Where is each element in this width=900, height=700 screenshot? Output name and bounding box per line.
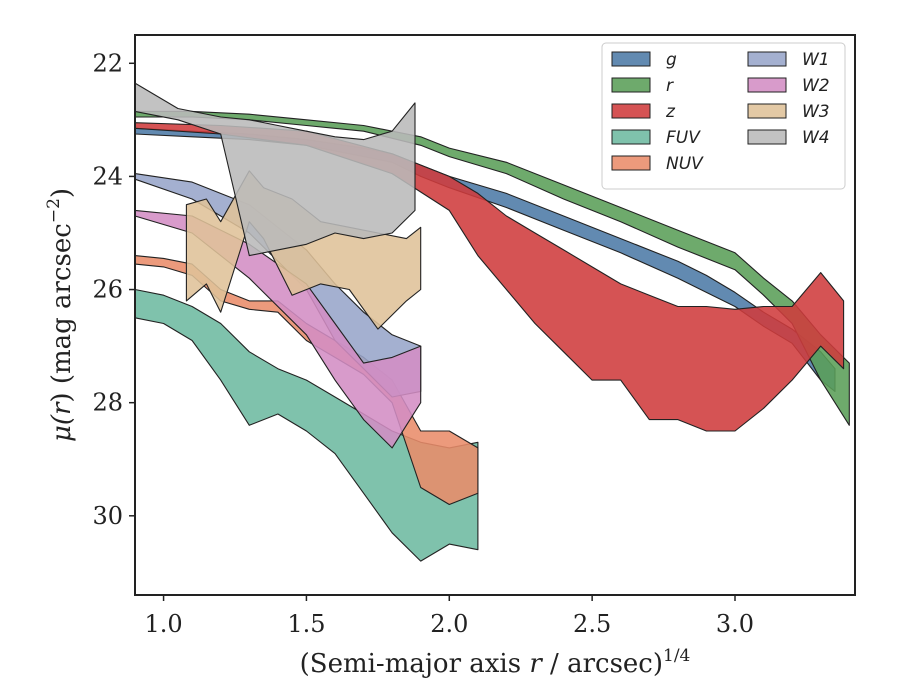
y-tick-label: 24 (92, 162, 123, 190)
x-tick-label: 1.5 (287, 610, 325, 638)
y-axis-label: μ(r) (mag arcsec−2) (44, 188, 77, 442)
series-band-w4 (134, 82, 416, 257)
plot-frame (134, 34, 856, 596)
series-band-fuv (134, 288, 479, 562)
legend-swatch-nuv (611, 155, 651, 171)
x-tick-label: 2.5 (573, 610, 611, 638)
x-axis: 1.0 1.5 2.0 2.5 3.0 (144, 595, 754, 638)
legend: grz FUV NUV W1 W2 W3 W4 (601, 42, 846, 190)
y-axis: 22 24 26 28 30 (92, 49, 135, 530)
y-tick-label: 30 (92, 502, 123, 530)
legend-swatch-w4 (747, 129, 787, 145)
series-band-z (134, 122, 845, 432)
legend-label-z: z (665, 102, 676, 122)
legend-label-w1: W1 (802, 50, 830, 70)
legend-label-nuv: NUV (666, 154, 704, 174)
legend-label-w3: W3 (802, 102, 830, 122)
legend-swatch-w3 (747, 103, 787, 119)
legend-swatch-fuv (611, 129, 651, 145)
legend-swatch-z (611, 103, 651, 119)
y-tick-label: 26 (92, 276, 123, 304)
legend-swatch-w1 (747, 51, 787, 67)
y-tick-label: 22 (92, 49, 123, 77)
legend-label-g: g (666, 50, 677, 70)
legend-label-r: r (666, 76, 674, 96)
legend-swatch-w2 (747, 77, 787, 93)
legend-label-w2: W2 (802, 76, 830, 96)
series-band-nuv (134, 255, 479, 506)
y-tick-label: 28 (92, 389, 123, 417)
x-tick-label: 2.0 (430, 610, 468, 638)
legend-swatch-g (611, 51, 651, 67)
x-tick-label: 1.0 (144, 610, 182, 638)
legend-swatch-r (611, 77, 651, 93)
series-layer (134, 82, 850, 562)
legend-label-w4: W4 (802, 128, 830, 148)
x-axis-label: (Semi-major axis r / arcsec)1/4 (300, 646, 691, 679)
legend-label-fuv: FUV (666, 128, 701, 148)
x-tick-label: 3.0 (716, 610, 754, 638)
